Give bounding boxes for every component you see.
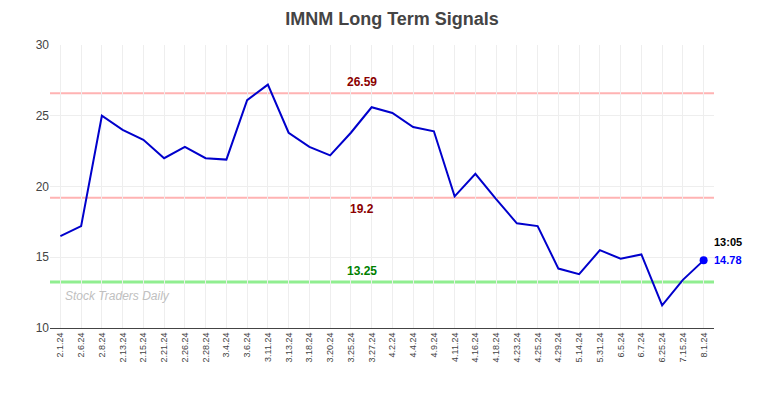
svg-text:3.20.24: 3.20.24 (325, 333, 335, 363)
svg-text:3.27.24: 3.27.24 (367, 333, 377, 363)
svg-text:4.18.24: 4.18.24 (491, 333, 501, 363)
svg-text:2.13.24: 2.13.24 (118, 333, 128, 363)
svg-text:7.15.24: 7.15.24 (678, 333, 688, 363)
svg-text:2.15.24: 2.15.24 (138, 333, 148, 363)
svg-text:3.18.24: 3.18.24 (304, 333, 314, 363)
svg-text:2.28.24: 2.28.24 (201, 333, 211, 363)
svg-text:4.16.24: 4.16.24 (470, 333, 480, 363)
svg-text:2.21.24: 2.21.24 (159, 333, 169, 363)
svg-text:26.59: 26.59 (347, 75, 377, 89)
svg-text:25: 25 (36, 109, 50, 123)
svg-text:4.23.24: 4.23.24 (512, 333, 522, 363)
svg-text:IMNM Long Term Signals: IMNM Long Term Signals (285, 9, 499, 29)
svg-text:13:05: 13:05 (714, 236, 742, 248)
svg-text:3.13.24: 3.13.24 (284, 333, 294, 363)
svg-text:4.2.24: 4.2.24 (387, 333, 397, 358)
svg-text:20: 20 (36, 180, 50, 194)
svg-text:14.78: 14.78 (714, 254, 742, 266)
svg-text:4.29.24: 4.29.24 (553, 333, 563, 363)
svg-text:Stock Traders Daily: Stock Traders Daily (65, 289, 170, 303)
svg-text:19.2: 19.2 (350, 202, 374, 216)
svg-text:3.11.24: 3.11.24 (263, 333, 273, 362)
svg-text:3.4.24: 3.4.24 (221, 333, 231, 358)
svg-text:4.4.24: 4.4.24 (408, 333, 418, 358)
svg-text:15: 15 (36, 250, 50, 264)
svg-text:4.25.24: 4.25.24 (533, 333, 543, 363)
svg-text:2.1.24: 2.1.24 (55, 333, 65, 358)
svg-text:5.31.24: 5.31.24 (595, 333, 605, 363)
svg-text:2.6.24: 2.6.24 (76, 333, 86, 358)
svg-text:30: 30 (36, 38, 50, 52)
svg-text:8.1.24: 8.1.24 (699, 333, 709, 358)
svg-text:2.26.24: 2.26.24 (180, 333, 190, 363)
svg-text:4.11.24: 4.11.24 (450, 333, 460, 362)
svg-text:3.25.24: 3.25.24 (346, 333, 356, 363)
svg-text:6.25.24: 6.25.24 (657, 333, 667, 363)
svg-text:10: 10 (36, 321, 50, 335)
svg-text:6.5.24: 6.5.24 (616, 333, 626, 358)
svg-text:6.7.24: 6.7.24 (636, 333, 646, 358)
svg-text:2.8.24: 2.8.24 (97, 333, 107, 358)
svg-text:13.25: 13.25 (347, 264, 377, 278)
svg-text:5.14.24: 5.14.24 (574, 333, 584, 363)
svg-text:4.9.24: 4.9.24 (429, 333, 439, 358)
svg-text:3.6.24: 3.6.24 (242, 333, 252, 358)
